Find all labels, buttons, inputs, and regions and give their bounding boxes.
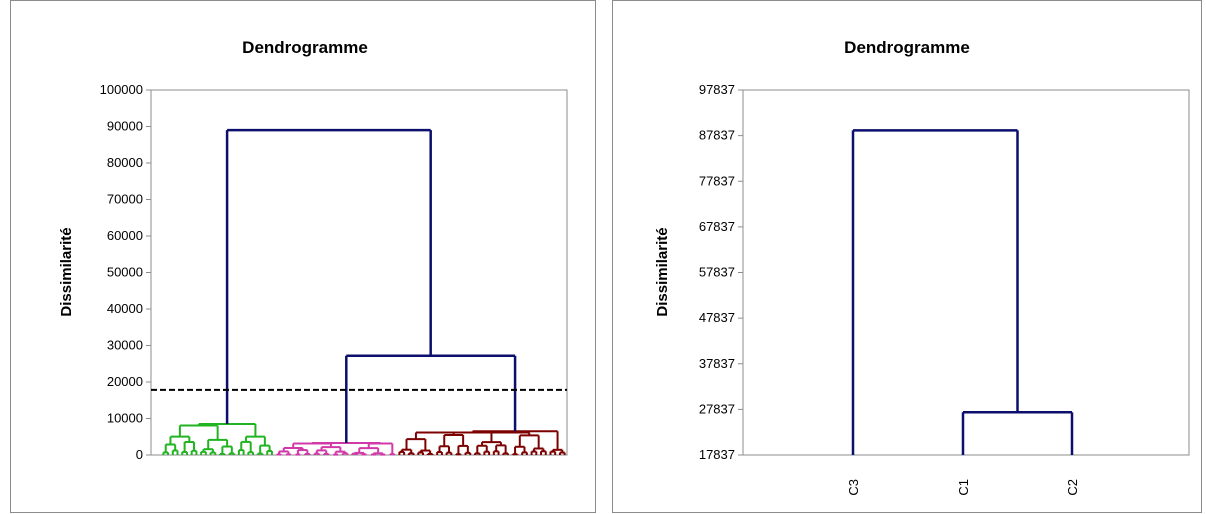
y-tick-label: 90000	[107, 119, 143, 134]
x-tick-label: C3	[846, 479, 861, 496]
y-tick-label: 60000	[107, 228, 143, 243]
chart-title: Dendrogramme	[242, 38, 368, 57]
y-tick-label: 20000	[107, 374, 143, 389]
x-tick-label: C2	[1065, 479, 1080, 496]
plot-area	[150, 89, 568, 456]
y-tick-label: 47837	[699, 310, 735, 325]
dendrogram-chart-left: Dendrogramme Dissimilarité 0 10000 20000 30…	[58, 38, 568, 462]
chart-title: Dendrogramme	[844, 38, 970, 57]
y-tick-label: 87837	[699, 128, 735, 143]
y-tick-label: 57837	[699, 265, 735, 280]
y-tick-label: 30000	[107, 338, 143, 353]
dendrogram-chart-right: Dendrogramme Dissimilarité 17837 27837 378…	[654, 38, 1190, 496]
x-tick-label: C1	[956, 479, 971, 496]
y-tick-label: 40000	[107, 301, 143, 316]
y-tick-label: 67837	[699, 219, 735, 234]
chart-panel-right: Dendrogramme Dissimilarité 17837 27837 378…	[612, 0, 1202, 513]
y-tick-label: 37837	[699, 356, 735, 371]
y-tick-label: 97837	[699, 82, 735, 97]
y-tick-label: 27837	[699, 401, 735, 416]
y-tick-label: 100000	[100, 82, 143, 97]
y-tick-label: 50000	[107, 265, 143, 280]
y-tick-label: 10000	[107, 411, 143, 426]
y-tick-label: 77837	[699, 173, 735, 188]
y-tick-label: 70000	[107, 192, 143, 207]
y-tick-label: 80000	[107, 155, 143, 170]
plot-area	[742, 89, 1190, 456]
y-tick-label: 17837	[699, 447, 735, 462]
y-axis-label: Dissimilarité	[58, 227, 75, 316]
y-tick-label: 0	[136, 447, 143, 462]
y-axis-label: Dissimilarité	[654, 227, 671, 316]
chart-panel-left: Dendrogramme Dissimilarité 0 10000 20000 30…	[10, 0, 596, 513]
